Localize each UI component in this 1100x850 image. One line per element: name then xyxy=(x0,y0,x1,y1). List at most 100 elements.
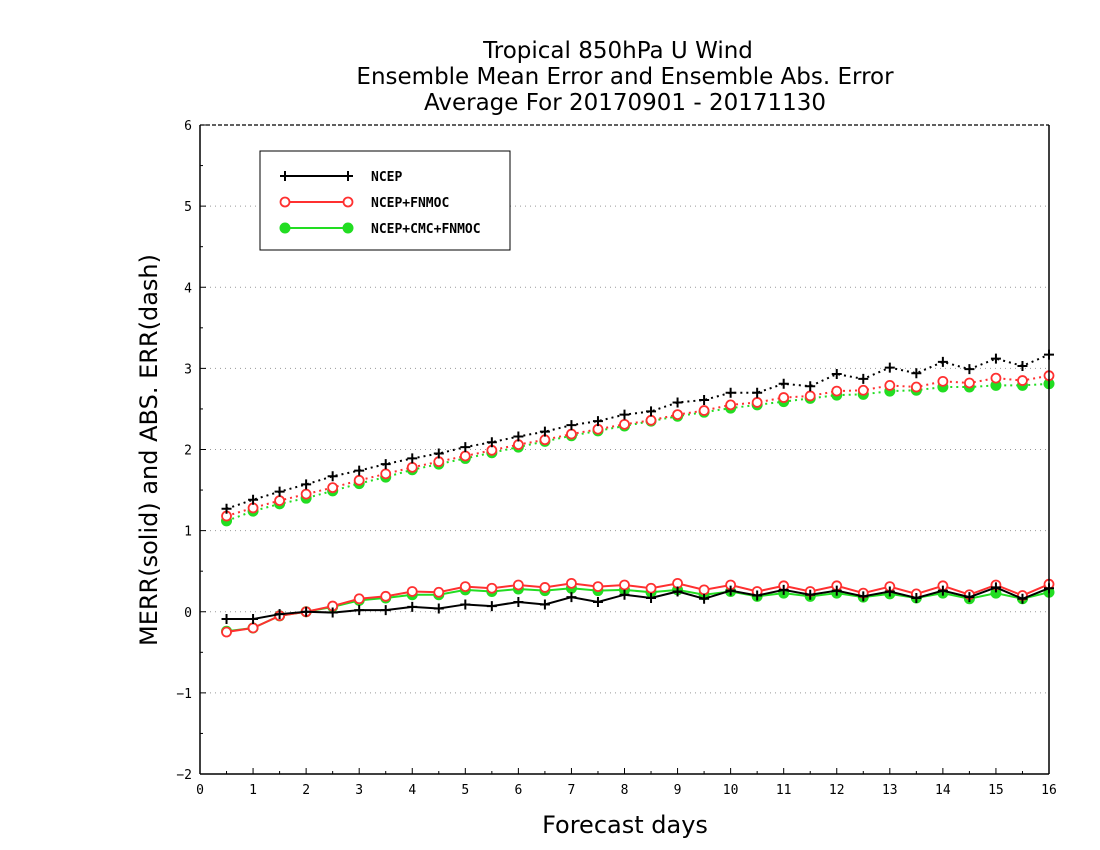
abs-error-point xyxy=(1017,360,1028,371)
mean-error-point xyxy=(353,593,365,605)
abs-error-point xyxy=(645,414,657,426)
mean-error-point xyxy=(937,585,948,596)
chart-title-group: Tropical 850hPa U Wind Ensemble Mean Err… xyxy=(356,38,894,116)
legend-item-ncep: NCEP xyxy=(280,170,402,185)
x-tick-label: 15 xyxy=(988,783,1004,798)
abs-error-point xyxy=(513,431,524,442)
mean-error-point xyxy=(831,585,842,596)
x-tick-label: 12 xyxy=(829,783,845,798)
x-tick-label: 2 xyxy=(302,783,310,798)
abs-error-point xyxy=(911,368,922,379)
abs-error-point xyxy=(300,488,312,500)
legend-label: NCEP xyxy=(371,170,402,185)
abs-error-point xyxy=(459,450,471,462)
abs-error-point xyxy=(858,373,869,384)
legend-label: NCEP+CMC+FNMOC xyxy=(371,222,481,237)
abs-error-point xyxy=(354,465,365,476)
mean-error-point xyxy=(327,607,338,618)
abs-error-point xyxy=(248,494,259,505)
mean-error-point xyxy=(406,586,418,597)
mean-error-point xyxy=(459,581,471,593)
mean-error-point xyxy=(221,626,232,638)
mean-error-point xyxy=(274,609,285,620)
y-tick-label: 6 xyxy=(184,119,192,134)
chart-title-line-1: Tropical 850hPa U Wind xyxy=(482,38,753,64)
mean-error-point xyxy=(460,599,471,610)
abs-error-point xyxy=(778,378,789,389)
legend-marker xyxy=(279,196,291,208)
x-tick-label: 16 xyxy=(1041,783,1057,798)
legend: NCEP NCEP+FNMOC NCEP+CMC+FNMOC xyxy=(259,150,511,251)
x-tick-label: 7 xyxy=(568,783,576,798)
abs-error-point xyxy=(698,405,710,416)
abs-error-point xyxy=(274,495,285,507)
mean-error-point xyxy=(512,579,524,591)
abs-error-point xyxy=(301,479,312,490)
mean-error-point xyxy=(380,590,392,602)
abs-error-point xyxy=(831,385,843,397)
mean-error-point xyxy=(884,586,895,597)
mean-error-point xyxy=(301,606,312,617)
mean-error-point xyxy=(778,584,789,595)
abs-error-point xyxy=(884,380,896,391)
abs-error-point xyxy=(406,461,418,473)
series-ncep-fnmoc xyxy=(221,370,1055,638)
abs-error-point xyxy=(566,420,577,431)
mean-error-point xyxy=(805,589,816,600)
x-tick-label: 3 xyxy=(355,783,363,798)
mean-error-point xyxy=(619,589,630,600)
abs-error-point xyxy=(433,448,444,459)
abs-error-point xyxy=(990,353,1001,364)
abs-error-point xyxy=(592,416,603,427)
abs-error-point xyxy=(672,397,683,408)
abs-error-point xyxy=(672,409,683,421)
abs-error-point xyxy=(937,356,948,367)
y-tick-label: 3 xyxy=(184,362,192,377)
abs-error-point xyxy=(699,395,710,406)
abs-error-point xyxy=(539,426,550,437)
legend-item-ncep-fnmoc: NCEP+FNMOC xyxy=(279,196,449,211)
mean-error-point xyxy=(725,585,736,596)
abs-error-point xyxy=(380,459,391,470)
x-tick-label: 6 xyxy=(514,783,522,798)
abs-error-point xyxy=(327,471,338,482)
abs-error-point xyxy=(805,381,816,392)
legend-box xyxy=(259,150,511,251)
series-ncep xyxy=(221,349,1054,625)
abs-error-point xyxy=(221,503,232,514)
abs-error-point xyxy=(804,390,816,402)
abs-error-point xyxy=(990,372,1002,384)
x-tick-label: 4 xyxy=(408,783,416,798)
abs-error-point xyxy=(964,377,975,389)
mean-error-point xyxy=(539,599,550,610)
grid-lines xyxy=(200,205,1049,694)
abs-error-point xyxy=(486,437,497,448)
mean-error-point xyxy=(699,593,710,604)
series-ncep-cmc-fnmoc xyxy=(221,378,1055,637)
x-tick-label: 11 xyxy=(776,783,792,798)
abs-error-point xyxy=(619,418,630,430)
x-tick-label: 8 xyxy=(621,783,629,798)
abs-error-point xyxy=(752,387,763,398)
y-tick-label: 2 xyxy=(184,444,192,459)
abs-error-point xyxy=(857,384,869,396)
mean-error-point xyxy=(592,597,603,608)
mean-error-point xyxy=(433,586,445,598)
series-layer xyxy=(221,349,1055,638)
abs-error-point xyxy=(884,362,895,373)
mean-error-point xyxy=(592,581,604,593)
y-tick-label: 5 xyxy=(184,200,192,215)
abs-error-line-ncep xyxy=(226,353,1050,510)
abs-error-point xyxy=(380,468,392,480)
mean-error-point xyxy=(645,582,657,594)
mean-error-point xyxy=(221,614,232,625)
mean-error-point xyxy=(433,603,444,614)
abs-error-point xyxy=(964,364,975,375)
legend-marker xyxy=(343,171,353,181)
y-axis-label: MERR(solid) and ABS. ERR(dash) xyxy=(135,254,163,646)
mean-error-point xyxy=(354,605,365,616)
mean-error-point xyxy=(646,592,657,603)
legend-marker xyxy=(279,222,291,234)
